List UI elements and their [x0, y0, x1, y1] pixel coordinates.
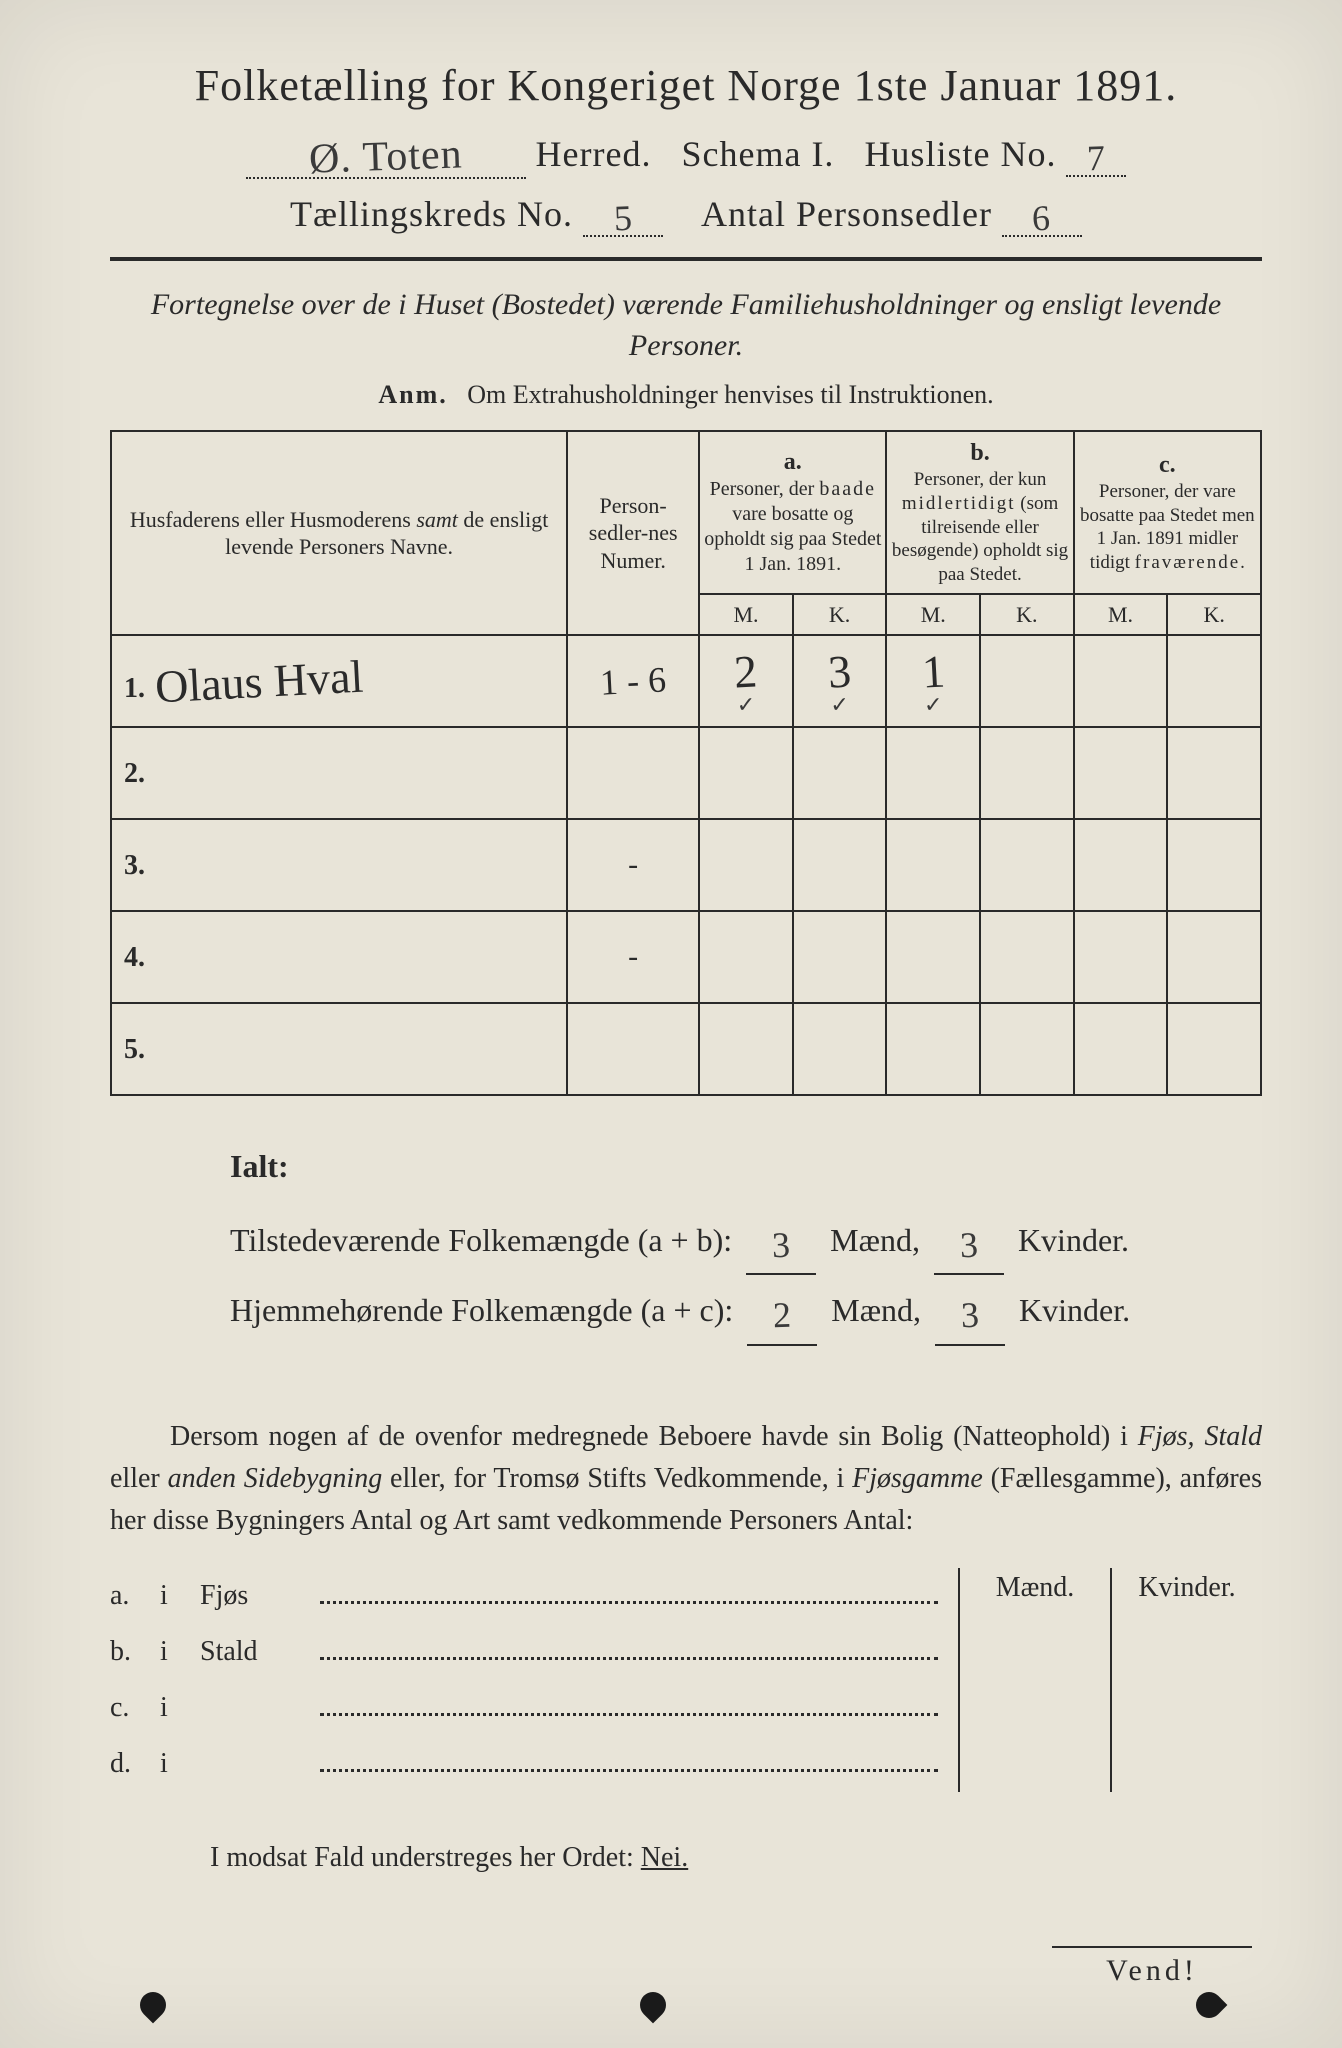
fortegnelse-text: Fortegnelse over de i Huset (Bostedet) v…	[110, 285, 1262, 366]
outbuilding-block: a.iFjøs b.iStald c.i d.i Mænd. Kvinder.	[110, 1568, 1262, 1792]
herred-field: Ø. Toten	[246, 129, 526, 179]
cell-bM: 1✓	[886, 635, 980, 727]
th-name: Husfaderens eller Husmode​rens samt de e…	[111, 431, 567, 635]
cell-cK	[1167, 635, 1261, 727]
cell-name: 3.	[111, 819, 567, 911]
census-form-page: Folketælling for Kongeriget Norge 1ste J…	[0, 0, 1342, 2048]
th-c: c. Personer, der vare bosatte paa Stedet…	[1074, 431, 1261, 594]
th-b: b. Personer, der kun midler​tidigt (som …	[886, 431, 1073, 594]
binding-pin-icon	[635, 1987, 672, 2024]
antal-field: 6	[1002, 193, 1082, 237]
antal-label: Antal Personsedler	[701, 194, 992, 234]
ialt-2-m: 2	[747, 1275, 817, 1345]
cell-name: 2.	[111, 727, 567, 819]
cell-num: 1 - 6	[567, 635, 699, 727]
cell-num: -	[567, 911, 699, 1003]
binding-pin-icon	[135, 1987, 172, 2024]
anm-label: Anm.	[378, 380, 447, 409]
ialt-line-2: Hjemmehørende Folkemængde (a + c): 2 Mæn…	[230, 1275, 1262, 1345]
table-row: 1.Olaus Hval 1 - 6 2✓ 3✓ 1✓	[111, 635, 1261, 727]
cell-aK: 3✓	[793, 635, 887, 727]
kreds-label: Tællingskreds No.	[290, 194, 573, 234]
outbuilding-rows: a.iFjøs b.iStald c.i d.i	[110, 1568, 958, 1792]
anm-text: Om Extrahusholdninger henvises til Instr…	[467, 380, 993, 409]
kreds-field: 5	[583, 193, 663, 237]
fjos-row-c: c.i	[110, 1680, 938, 1736]
col-kvinder: Kvinder.	[1110, 1568, 1262, 1792]
th-num: Person-sedler-nes Numer.	[567, 431, 699, 635]
th-b-k: K.	[980, 594, 1074, 636]
table-row: 2.	[111, 727, 1261, 819]
cell-name: 1.Olaus Hval	[111, 635, 567, 727]
table-body: 1.Olaus Hval 1 - 6 2✓ 3✓ 1✓ 2. 3. - 4.	[111, 635, 1261, 1095]
modsat-line: I modsat Fald understreges her Ordet: Ne…	[110, 1842, 1262, 1874]
cell-name: 4.	[111, 911, 567, 1003]
fjos-row-a: a.iFjøs	[110, 1568, 938, 1624]
cell-aM: 2✓	[699, 635, 793, 727]
th-a-k: K.	[793, 594, 887, 636]
anm-line: Anm. Om Extrahusholdninger henvises til …	[110, 380, 1262, 410]
divider	[110, 257, 1262, 261]
husliste-value: 7	[1086, 137, 1106, 180]
header-line-1: Ø. Toten Herred. Schema I. Husliste No. …	[110, 129, 1262, 179]
nei-word: Nei.	[641, 1842, 688, 1873]
th-a-m: M.	[699, 594, 793, 636]
outbuilding-cols: Mænd. Kvinder.	[958, 1568, 1262, 1792]
household-table: Husfaderens eller Husmode​rens samt de e…	[110, 430, 1262, 1096]
th-c-k: K.	[1167, 594, 1261, 636]
binding-pin-icon	[1191, 1987, 1228, 2024]
table-row: 4. -	[111, 911, 1261, 1003]
antal-value: 6	[1032, 197, 1052, 240]
fjos-row-b: b.iStald	[110, 1624, 938, 1680]
ialt-label: Ialt:	[230, 1136, 1262, 1197]
dersom-paragraph: Dersom nogen af de ovenfor medregnede Be…	[110, 1416, 1262, 1542]
vend-label: Vend!	[1052, 1946, 1252, 1988]
th-c-m: M.	[1074, 594, 1168, 636]
ialt-2-k: 3	[935, 1275, 1005, 1345]
herred-value: Ø. Toten	[308, 130, 463, 183]
ialt-1-m: 3	[746, 1205, 816, 1275]
fjos-row-d: d.i	[110, 1736, 938, 1792]
herred-label: Herred.	[536, 134, 652, 174]
cell-cM	[1074, 635, 1168, 727]
cell-num: -	[567, 819, 699, 911]
th-b-m: M.	[886, 594, 980, 636]
th-a: a. Personer, der baade vare bo​satte og …	[699, 431, 886, 594]
cell-bK	[980, 635, 1074, 727]
cell-num	[567, 727, 699, 819]
cell-num	[567, 1003, 699, 1095]
ialt-line-1: Tilstedeværende Folkemængde (a + b): 3 M…	[230, 1205, 1262, 1275]
husliste-label: Husliste No.	[864, 134, 1056, 174]
ialt-1-k: 3	[934, 1205, 1004, 1275]
cell-name: 5.	[111, 1003, 567, 1095]
schema-label: Schema I.	[681, 134, 834, 174]
page-title: Folketælling for Kongeriget Norge 1ste J…	[110, 60, 1262, 111]
table-row: 5.	[111, 1003, 1261, 1095]
header-line-2: Tællingskreds No. 5 Antal Personsedler 6	[110, 193, 1262, 237]
col-maend: Mænd.	[960, 1568, 1110, 1792]
kreds-value: 5	[613, 197, 633, 240]
husliste-field: 7	[1066, 133, 1126, 177]
totals-block: Ialt: Tilstedeværende Folkemængde (a + b…	[110, 1136, 1262, 1346]
table-row: 3. -	[111, 819, 1261, 911]
